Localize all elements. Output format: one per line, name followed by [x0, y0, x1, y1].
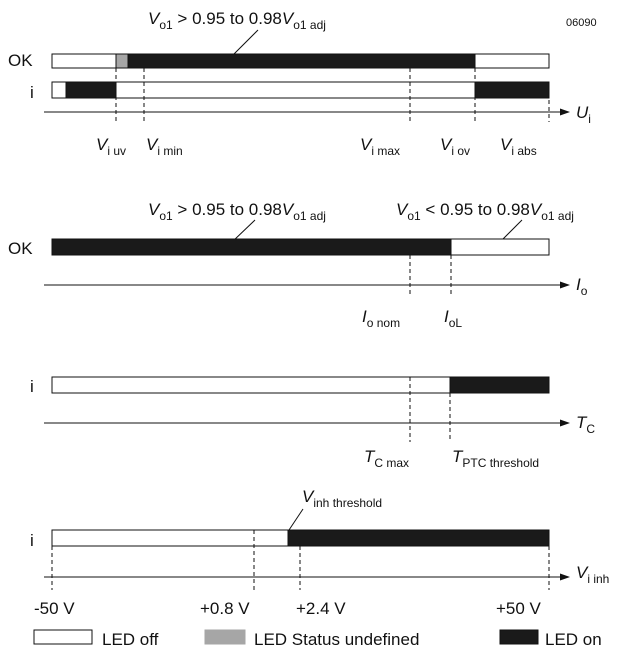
panel1-i-bar-on-right — [474, 81, 550, 99]
panel3-i-bar-off — [51, 376, 451, 394]
panel4-threshold-leader — [288, 508, 304, 531]
legend-label-off: LED off — [102, 630, 159, 649]
panel2-label-left: Vo1 > 0.95 to 0.98Vo1 adj — [148, 200, 326, 223]
panel4-tick-label-minus50: -50 V — [34, 599, 75, 618]
panel1-label-leader — [233, 29, 259, 55]
panel4-axis-arrow — [560, 573, 570, 581]
legend-label-on: LED on — [545, 630, 602, 649]
panel1-i-bar-on-left — [65, 81, 117, 99]
panel-input-voltage: Vo1 > 0.95 to 0.98Vo1 adj OK i Ui Vi uv … — [8, 9, 591, 158]
panel2-label-right-leader — [499, 219, 523, 243]
panel2-label-right: Vo1 < 0.95 to 0.98Vo1 adj — [396, 200, 574, 223]
panel1-tick-label-viov: Vi ov — [440, 135, 470, 158]
panel2-ok-bar-on — [51, 238, 452, 256]
panel-case-temperature: i TC TC max TPTC threshold — [30, 376, 595, 470]
panel3-axis-label: TC — [576, 413, 595, 436]
panel3-tick-label-tcmax: TC max — [364, 447, 409, 470]
panel1-axis-label: Ui — [576, 103, 591, 126]
panel1-ok-bar-on — [127, 53, 476, 69]
panel4-i-bar-off — [51, 529, 289, 547]
panel1-axis-arrow — [560, 108, 570, 116]
panel1-top-label: Vo1 > 0.95 to 0.98Vo1 adj — [148, 9, 326, 32]
panel2-axis-arrow — [560, 281, 570, 289]
panel1-ok-bar-off-right — [474, 53, 550, 69]
panel-inhibit-voltage: Vinh threshold i Vi inh -50 V +0.8 V +2.… — [30, 487, 609, 618]
panel2-row-ok-label: OK — [8, 239, 33, 258]
legend-swatch-on — [499, 629, 539, 645]
legend-swatch-undefined — [204, 629, 246, 645]
panel4-axis-label: Vi inh — [576, 563, 609, 586]
panel4-threshold-label: Vinh threshold — [302, 487, 382, 510]
panel3-axis-arrow — [560, 419, 570, 427]
legend-swatch-off — [33, 629, 93, 645]
panel-output-current: Vo1 > 0.95 to 0.98Vo1 adj Vo1 < 0.95 to … — [8, 200, 588, 330]
panel3-i-bar-on — [449, 376, 550, 394]
panel1-tick-label-viuv: Vi uv — [96, 135, 126, 158]
panel3-row-i-label: i — [30, 377, 34, 396]
figure-id: 06090 — [566, 17, 597, 29]
panel4-i-bar-on — [287, 529, 550, 547]
panel2-tick-label-ionom: Io nom — [362, 307, 400, 330]
panel1-ok-bar-undefined — [115, 53, 129, 69]
panel1-row-ok-label: OK — [8, 51, 33, 70]
panel2-label-left-leader — [231, 219, 256, 243]
panel1-tick-label-vimin: Vi min — [146, 135, 183, 158]
panel4-tick-label-2p4: +2.4 V — [296, 599, 346, 618]
panel1-ok-bar-off-left — [51, 53, 117, 69]
panel1-tick-label-vimax: Vi max — [360, 135, 400, 158]
legend-label-undefined: LED Status undefined — [254, 630, 419, 649]
panel2-ok-bar-off — [450, 238, 550, 256]
panel1-i-bar-off — [51, 81, 550, 99]
panel4-tick-label-0p8: +0.8 V — [200, 599, 250, 618]
panel2-tick-label-iol: IoL — [444, 307, 462, 330]
panel1-tick-label-viabs: Vi abs — [500, 135, 537, 158]
legend: LED off LED Status undefined LED on — [33, 629, 602, 649]
panel4-tick-label-plus50: +50 V — [496, 599, 542, 618]
panel2-axis-label: Io — [576, 275, 588, 298]
panel1-row-i-label: i — [30, 83, 34, 102]
panel3-tick-label-tptc: TPTC threshold — [452, 447, 539, 470]
panel4-row-i-label: i — [30, 531, 34, 550]
